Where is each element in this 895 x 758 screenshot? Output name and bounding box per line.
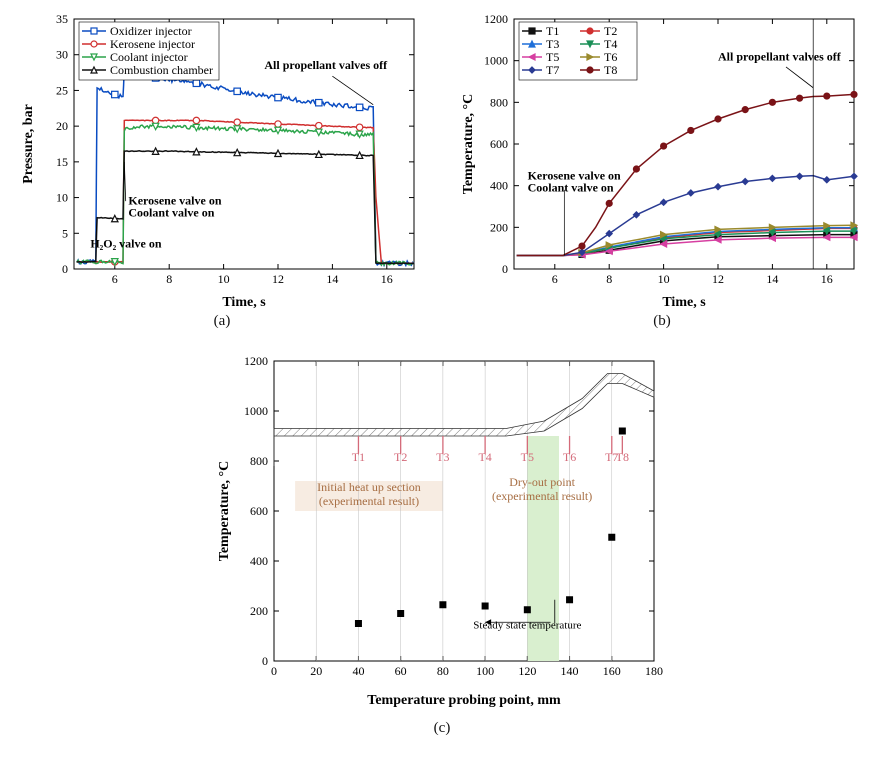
svg-text:200: 200: [250, 604, 268, 618]
legend-item: Kerosene injector: [110, 37, 195, 51]
svg-text:All propellant valves off: All propellant valves off: [718, 50, 842, 64]
svg-text:T6: T6: [604, 50, 617, 64]
svg-text:12: 12: [712, 272, 724, 286]
svg-text:14: 14: [326, 272, 338, 286]
legend-item: Combustion chamber: [110, 63, 213, 77]
svg-text:Coolant valve on: Coolant valve on: [128, 206, 214, 220]
svg-text:14: 14: [766, 272, 778, 286]
probe-label: T5: [521, 450, 534, 464]
svg-text:40: 40: [352, 664, 364, 678]
svg-text:200: 200: [490, 220, 508, 234]
svg-text:800: 800: [250, 454, 268, 468]
probe-label: T2: [394, 450, 407, 464]
svg-text:(experimental result): (experimental result): [319, 494, 419, 508]
svg-text:400: 400: [250, 554, 268, 568]
data-point: [608, 534, 615, 541]
svg-text:20: 20: [56, 119, 68, 133]
svg-text:T2: T2: [604, 24, 617, 38]
svg-text:5: 5: [62, 226, 68, 240]
svg-text:(experimental result): (experimental result): [492, 489, 592, 503]
svg-text:16: 16: [821, 272, 833, 286]
svg-text:T7: T7: [546, 63, 559, 77]
svg-text:10: 10: [658, 272, 670, 286]
svg-text:120: 120: [518, 664, 536, 678]
probe-label: T8: [616, 450, 629, 464]
probe-label: T3: [436, 450, 449, 464]
svg-text:T1: T1: [546, 24, 559, 38]
data-point: [619, 428, 626, 435]
svg-text:6: 6: [552, 272, 558, 286]
chartC-ylabel: Temperature, °C: [217, 461, 232, 561]
svg-text:0: 0: [271, 664, 277, 678]
svg-text:35: 35: [56, 12, 68, 26]
sublabel-a: (a): [210, 313, 234, 330]
probe-label: T6: [563, 450, 576, 464]
probe-label: T1: [352, 450, 365, 464]
data-point: [524, 606, 531, 613]
svg-text:12: 12: [272, 272, 284, 286]
svg-text:T5: T5: [546, 50, 559, 64]
svg-text:0: 0: [262, 654, 268, 668]
svg-text:1200: 1200: [244, 354, 268, 368]
svg-text:8: 8: [166, 272, 172, 286]
chartB-xlabel: Time, s: [662, 295, 706, 310]
data-point: [482, 603, 489, 610]
svg-text:0: 0: [502, 262, 508, 276]
svg-text:600: 600: [490, 137, 508, 151]
data-point: [397, 610, 404, 617]
legend-item: Oxidizer injector: [110, 24, 192, 38]
svg-text:8: 8: [606, 272, 612, 286]
legend-item: Coolant injector: [110, 50, 188, 64]
sublabel-c: (c): [430, 720, 454, 737]
svg-text:All propellant valves off: All propellant valves off: [264, 58, 388, 72]
pressure-time-chart: 6 8 10 12 14 16 0 5 10 15 20 25 30 35 Oxidizer inject…: [16, 4, 441, 314]
svg-text:400: 400: [490, 179, 508, 193]
svg-text:0: 0: [62, 262, 68, 276]
svg-text:25: 25: [56, 83, 68, 97]
svg-text:10: 10: [56, 191, 68, 205]
svg-text:Coolant valve on: Coolant valve on: [528, 180, 614, 194]
svg-text:T3: T3: [546, 37, 559, 51]
data-point: [439, 601, 446, 608]
svg-text:600: 600: [250, 504, 268, 518]
sublabel-b: (b): [650, 313, 674, 330]
data-point: [566, 596, 573, 603]
svg-text:140: 140: [561, 664, 579, 678]
svg-text:160: 160: [603, 664, 621, 678]
svg-text:60: 60: [395, 664, 407, 678]
svg-text:16: 16: [381, 272, 393, 286]
chartB-ylabel: Temperature, °C: [461, 94, 476, 194]
svg-text:180: 180: [645, 664, 663, 678]
svg-text:15: 15: [56, 155, 68, 169]
svg-text:800: 800: [490, 95, 508, 109]
svg-text:1000: 1000: [484, 54, 508, 68]
svg-text:6: 6: [112, 272, 118, 286]
svg-text:H₂O₂ valve on: H₂O₂ valve on: [90, 237, 162, 251]
svg-text:100: 100: [476, 664, 494, 678]
svg-text:Initial heat up section: Initial heat up section: [317, 480, 421, 494]
svg-text:30: 30: [56, 48, 68, 62]
temperature-time-chart: 6 8 10 12 14 16 0 200 400 600 800 1000 1200 T1 T2 T3 T4…: [456, 4, 881, 314]
svg-text:10: 10: [218, 272, 230, 286]
svg-text:Dry-out point: Dry-out point: [509, 475, 575, 489]
svg-text:20: 20: [310, 664, 322, 678]
chartA-xlabel: Time, s: [222, 295, 266, 310]
data-point: [355, 620, 362, 627]
temperature-position-chart: 0 20 40 60 80 100 120 140 160 180 0 200 400 600 800 100…: [212, 346, 682, 716]
svg-text:1200: 1200: [484, 12, 508, 26]
chartA-ylabel: Pressure, bar: [21, 104, 36, 184]
chartC-xlabel: Temperature probing point, mm: [367, 693, 561, 708]
svg-text:T4: T4: [604, 37, 617, 51]
svg-text:1000: 1000: [244, 404, 268, 418]
probe-label: T4: [478, 450, 491, 464]
svg-text:T8: T8: [604, 63, 617, 77]
svg-text:80: 80: [437, 664, 449, 678]
